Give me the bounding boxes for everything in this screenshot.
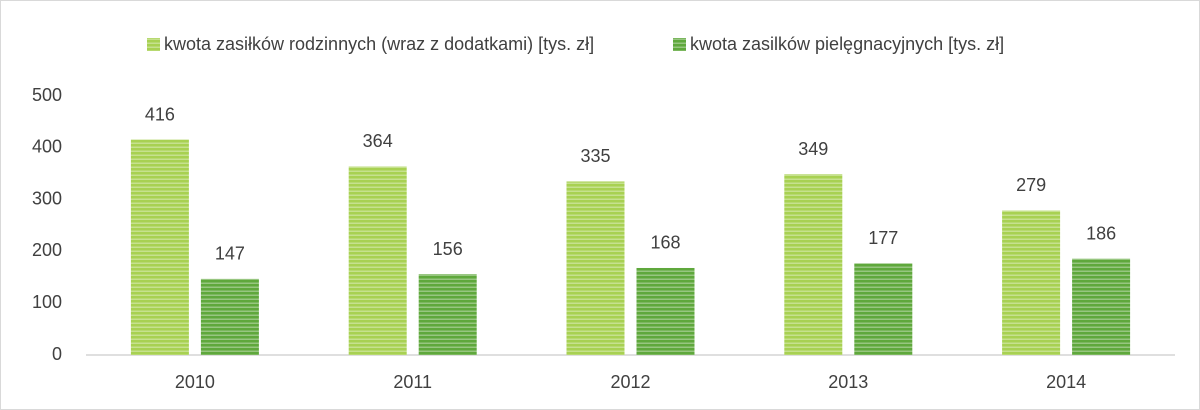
data-label: 147	[215, 244, 245, 264]
x-tick-label: 2012	[610, 372, 650, 392]
data-label: 177	[868, 228, 898, 248]
bar	[566, 181, 625, 355]
data-label: 416	[145, 104, 175, 124]
data-label: 168	[650, 233, 680, 253]
bar	[636, 267, 695, 355]
y-tick-label: 500	[32, 85, 62, 105]
bar	[348, 166, 407, 355]
x-tick-label: 2013	[828, 372, 868, 392]
x-tick-label: 2011	[393, 372, 432, 392]
y-tick-label: 0	[52, 344, 62, 364]
legend-label: kwota zasilków pielęgnacyjnych [tys. zł]	[690, 34, 1004, 54]
bar	[200, 278, 259, 355]
bar	[1002, 210, 1061, 355]
x-tick-label: 2010	[175, 372, 215, 392]
bar	[784, 174, 843, 355]
legend-swatch	[673, 38, 686, 51]
data-label: 279	[1016, 175, 1046, 195]
bar	[1072, 258, 1131, 355]
data-label: 349	[798, 139, 828, 159]
y-tick-label: 400	[32, 137, 62, 157]
x-tick-label: 2014	[1046, 372, 1086, 392]
bar	[418, 274, 477, 355]
legend-label: kwota zasiłków rodzinnych (wraz z dodatk…	[164, 34, 594, 54]
y-tick-label: 100	[32, 292, 62, 312]
bar	[130, 139, 189, 355]
legend-swatch	[147, 38, 160, 51]
data-label: 156	[433, 239, 463, 259]
bar	[854, 263, 913, 355]
data-label: 364	[363, 131, 393, 151]
data-label: 186	[1086, 223, 1116, 243]
y-tick-label: 300	[32, 188, 62, 208]
data-label: 335	[580, 146, 610, 166]
y-tick-label: 200	[32, 240, 62, 260]
